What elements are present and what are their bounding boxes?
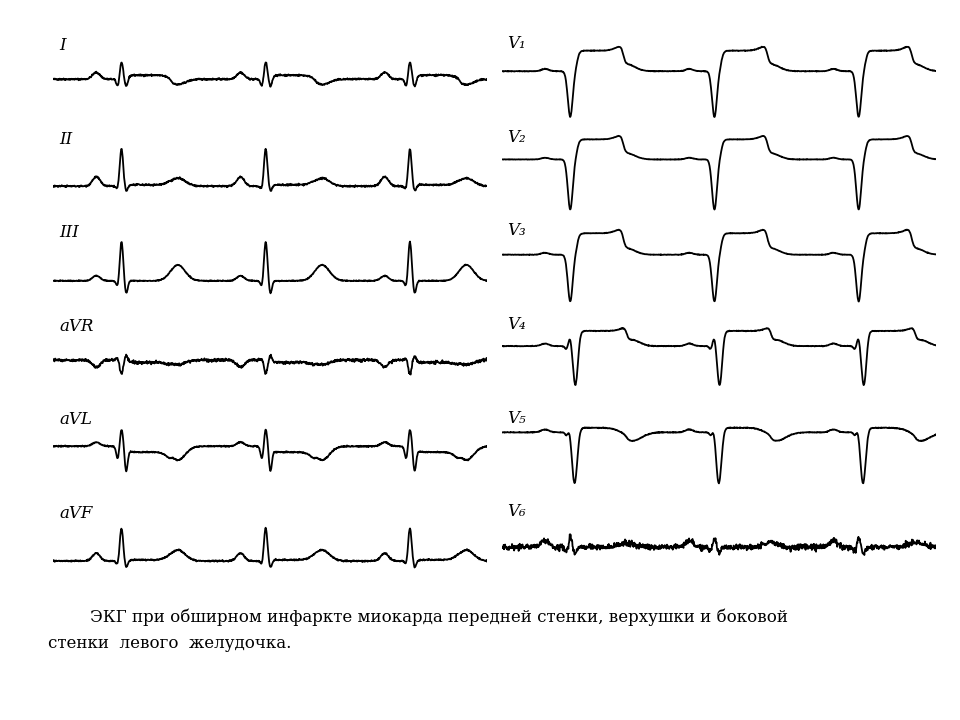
Text: V₁: V₁ bbox=[507, 35, 525, 53]
Text: V₆: V₆ bbox=[507, 503, 525, 521]
Text: V₅: V₅ bbox=[507, 410, 525, 427]
Text: III: III bbox=[60, 225, 79, 241]
Text: aVR: aVR bbox=[60, 318, 94, 335]
Text: aVF: aVF bbox=[60, 505, 93, 522]
Text: V₄: V₄ bbox=[507, 316, 525, 333]
Text: ЭКГ при обширном инфаркте миокарда передней стенки, верхушки и боковой: ЭКГ при обширном инфаркте миокарда перед… bbox=[48, 608, 788, 626]
Text: aVL: aVL bbox=[60, 412, 92, 428]
Text: стенки  левого  желудочка.: стенки левого желудочка. bbox=[48, 635, 292, 652]
Text: I: I bbox=[60, 37, 66, 54]
Text: V₂: V₂ bbox=[507, 129, 525, 146]
Text: II: II bbox=[60, 131, 73, 148]
Text: V₃: V₃ bbox=[507, 222, 525, 240]
